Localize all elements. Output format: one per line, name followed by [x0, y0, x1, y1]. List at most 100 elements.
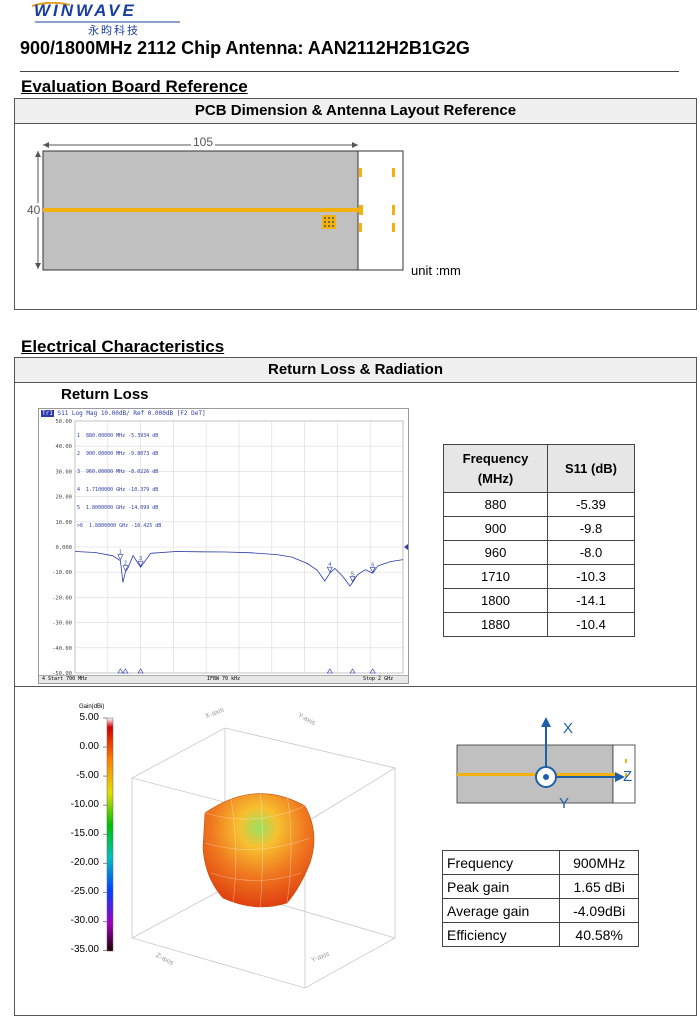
s11-value-cell: -10.4 — [547, 612, 635, 637]
s11-table-row: 1880 -10.4 — [443, 612, 635, 637]
s11-table-row: 1710 -10.3 — [443, 564, 635, 589]
logo-wordmark: WINWAVE — [34, 1, 137, 20]
vna-marker-id: 1 — [119, 550, 122, 556]
section-heading-evaluation-board: Evaluation Board Reference — [21, 77, 248, 96]
colorbar-tick-label: 5.00 — [79, 712, 99, 723]
vna-start-label: 4 Start 700 MHz — [42, 676, 88, 682]
vna-marker — [117, 554, 124, 561]
colorbar-tick-label: -20.00 — [70, 857, 99, 869]
unit-label: unit :mm — [411, 263, 461, 278]
gain-value-cell: -4.09dBi — [559, 898, 639, 923]
s11-frequency-cell: 900 — [443, 516, 548, 541]
vna-marker-bottom — [117, 668, 124, 674]
s11-table-row: 960 -8.0 — [443, 540, 635, 565]
s11-value-cell: -5.39 — [547, 492, 635, 517]
s11-frequency-cell: 1710 — [443, 564, 548, 589]
pcb-layout-drawing — [35, 142, 404, 271]
vna-y-tick-label: 30.00 — [55, 469, 72, 475]
gain-colorbar — [106, 717, 114, 952]
vna-marker-line: 1 880.00000 MHz -5.3934 dB — [77, 433, 159, 439]
colorbar-tick-label: -30.00 — [70, 915, 99, 927]
vna-y-tick-label: -40.00 — [52, 646, 72, 652]
gain-table-row: Efficiency 40.58% — [441, 922, 639, 947]
vna-marker — [349, 576, 356, 583]
colorbar-tick-label: -25.00 — [70, 886, 99, 898]
s11-table-header-frequency: Frequency (MHz) — [443, 444, 548, 493]
gain-param-cell: Peak gain — [441, 874, 561, 899]
section-heading-electrical: Electrical Characteristics — [21, 337, 225, 356]
return-loss-label: Return Loss — [61, 386, 149, 403]
s11-table-row: 880 -5.39 — [443, 492, 635, 517]
vna-marker-bottom — [349, 668, 356, 674]
gain-param-cell: Efficiency — [441, 922, 561, 947]
colorbar-tick-label: -15.00 — [70, 828, 99, 840]
vna-status-bar: 4 Start 700 MHz IFBW 70 kHz Stop 2 GHz — [39, 675, 408, 683]
s11-table-row: 900 -9.8 — [443, 516, 635, 541]
pcb-height-label: 40 — [27, 203, 41, 217]
vna-stop-label: Stop 2 GHz — [363, 676, 394, 682]
s11-table: Frequency (MHz) S11 (dB) 880 -5.39 900 -9.8… — [443, 444, 635, 637]
logo-chinese-text: 永昀科技 — [88, 24, 140, 37]
vna-marker-table: 1 880.00000 MHz -5.3934 dB 2 900.00000 M… — [77, 421, 161, 541]
radiation-pattern-3d — [103, 717, 396, 989]
vna-marker-bottom — [326, 668, 333, 674]
gain-table-row: Peak gain 1.65 dBi — [441, 874, 639, 899]
s11-table-row: 1800 -14.1 — [443, 588, 635, 613]
gain-value-cell: 900MHz — [559, 850, 639, 875]
vna-trace-label: Tr1 — [41, 410, 54, 417]
vna-screenshot: Tr1 S11 Log Mag 10.00dB/ Ref 0.000dB [F2… — [38, 408, 409, 684]
vna-plot-frame — [74, 420, 404, 674]
vna-y-tick-label: -50.00 — [52, 671, 72, 675]
s11-table-header-s11: S11 (dB) — [547, 444, 635, 493]
s11-value-cell: -9.8 — [547, 516, 635, 541]
pcb-clearance-area — [357, 150, 404, 271]
gain-value-cell: 1.65 dBi — [559, 874, 639, 899]
gain-param-cell: Frequency — [441, 850, 561, 875]
gain-param-cell: Average gain — [441, 898, 561, 923]
pcb-panel-title: PCB Dimension & Antenna Layout Reference — [15, 99, 696, 124]
gain-table-row: Frequency 900MHz — [441, 850, 639, 875]
vna-marker — [326, 566, 333, 573]
vna-y-tick-label: -10.00 — [52, 570, 72, 576]
company-logo: WINWAVE 永昀科技 — [30, 1, 190, 37]
axes-orientation-diagram — [456, 717, 636, 804]
panel-divider — [15, 686, 696, 687]
vna-y-tick-label: -20.00 — [52, 595, 72, 601]
vna-y-tick-label: 0.000 — [55, 545, 72, 551]
vna-y-tick-label: 10.00 — [55, 520, 72, 526]
vna-marker-bottom — [369, 668, 376, 674]
vna-marker-id: 2 — [124, 561, 127, 567]
colorbar-tick-label: -5.00 — [76, 770, 99, 782]
s11-frequency-cell: 960 — [443, 540, 548, 565]
s11-series-line — [74, 551, 404, 587]
page-title: 900/1800MHz 2112 Chip Antenna: AAN2112H2… — [20, 38, 470, 58]
gain-table-row: Average gain -4.09dBi — [441, 898, 639, 923]
electrical-panel: Return Loss & Radiation Return Loss Tr1 … — [14, 357, 697, 1016]
vna-marker — [137, 560, 144, 567]
vna-marker — [369, 566, 376, 573]
radiation-pattern-surface — [202, 793, 315, 908]
pcb-width-label: 105 — [191, 135, 216, 149]
axis-x-label: X — [563, 720, 574, 737]
vna-marker-id: 5 — [351, 572, 354, 578]
logo-wave-icon — [31, 2, 180, 23]
pcb-panel: PCB Dimension & Antenna Layout Reference… — [14, 98, 697, 310]
gain-colorbar-title: Gain(dBi) — [79, 704, 105, 710]
s11-frequency-cell: 1880 — [443, 612, 548, 637]
axis-z-label: Z — [623, 768, 633, 785]
electrical-panel-title: Return Loss & Radiation — [15, 358, 696, 383]
feed-line — [43, 208, 361, 212]
vna-y-tick-label: 20.00 — [55, 495, 72, 501]
s11-value-cell: -14.1 — [547, 588, 635, 613]
vna-ifbw-label: IFBW 70 kHz — [207, 676, 241, 682]
vna-marker-line: 5 1.8000000 GHz -14.099 dB — [77, 505, 159, 511]
vna-header: Tr1 S11 Log Mag 10.00dB/ Ref 0.000dB [F2… — [41, 410, 206, 417]
vna-reference-arrow — [404, 544, 408, 550]
colorbar-tick-label: 0.00 — [79, 741, 99, 753]
gain-summary-table: Frequency 900MHz Peak gain 1.65 dBi Average … — [441, 850, 639, 947]
gain-value-cell: 40.58% — [559, 922, 639, 947]
colorbar-tick-label: -35.00 — [70, 944, 99, 956]
vna-marker-id: 4 — [328, 562, 331, 568]
vna-marker-line: 2 900.00000 MHz -9.8073 dB — [77, 451, 159, 457]
vna-marker — [122, 565, 129, 572]
